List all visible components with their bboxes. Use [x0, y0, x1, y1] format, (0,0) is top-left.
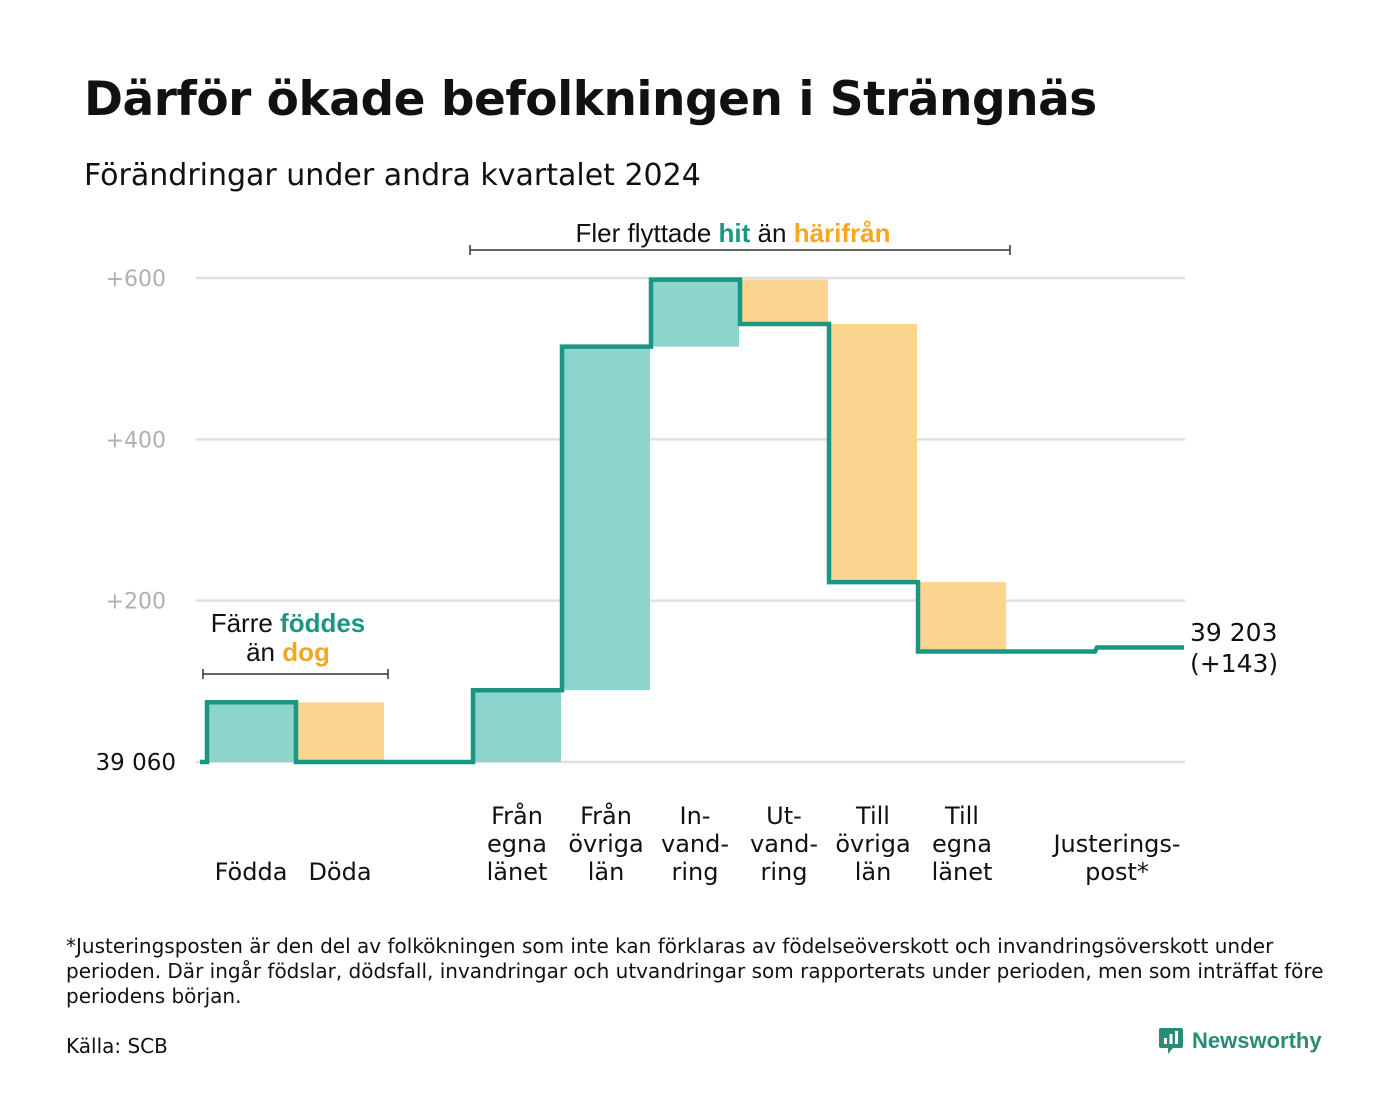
y-tick-label: +200	[106, 590, 166, 615]
waterfall-bar	[829, 323, 917, 583]
waterfall-bar	[918, 582, 1006, 652]
births-annotation: Färre föddes	[211, 608, 366, 638]
end-value-label: 39 203	[1190, 618, 1277, 647]
category-label: Till	[855, 802, 890, 830]
category-label: vand-	[750, 830, 818, 858]
category-label: In-	[680, 802, 711, 830]
waterfall-bar	[296, 702, 384, 762]
category-label: län	[855, 858, 892, 886]
source-note: Källa: SCB	[66, 1034, 168, 1058]
cumulative-step-line	[200, 277, 1184, 765]
category-label: Ut-	[766, 802, 802, 830]
category-label: län	[588, 858, 625, 886]
start-value-label: 39 060	[96, 750, 176, 776]
category-label: ring	[672, 858, 719, 886]
category-label: vand-	[661, 830, 729, 858]
births-annotation-line2: än dog	[246, 637, 330, 667]
migration-annotation: Fler flyttade hit än härifrån	[575, 218, 890, 248]
category-label: Döda	[308, 858, 371, 886]
y-tick-label: +600	[106, 267, 166, 292]
births-bracket	[202, 669, 389, 679]
category-label: Från	[580, 801, 632, 830]
category-label: övriga	[568, 830, 643, 858]
waterfall-bar	[562, 346, 650, 691]
category-label: Justerings-	[1051, 830, 1180, 858]
y-tick-label: +400	[106, 428, 166, 453]
waterfall-bar	[740, 279, 828, 324]
end-value-label: (+143)	[1190, 649, 1278, 678]
category-label: länet	[932, 858, 993, 886]
category-label: ring	[761, 858, 808, 886]
category-label: övriga	[835, 830, 910, 858]
brand-name: Newsworthy	[1192, 1028, 1322, 1053]
category-label: Födda	[215, 858, 288, 886]
footnote: *Justeringsposten är den del av folkökni…	[66, 934, 1324, 1008]
newsworthy-logo: Newsworthy	[1158, 1026, 1322, 1056]
category-label: länet	[487, 858, 548, 886]
category-label: egna	[487, 830, 547, 858]
migration-bracket	[469, 245, 1011, 255]
category-label: Från	[491, 801, 543, 830]
category-label: egna	[932, 830, 992, 858]
category-label: Till	[944, 802, 979, 830]
chart-subtitle: Förändringar under andra kvartalet 2024	[84, 158, 701, 193]
waterfall-bar	[651, 279, 739, 347]
newsworthy-logo-icon	[1159, 1028, 1183, 1054]
chart-title: Därför ökade befolkningen i Strängnäs	[84, 72, 1097, 127]
waterfall-bar	[473, 690, 561, 762]
waterfall-bar	[207, 702, 295, 762]
category-label: post*	[1085, 858, 1149, 886]
